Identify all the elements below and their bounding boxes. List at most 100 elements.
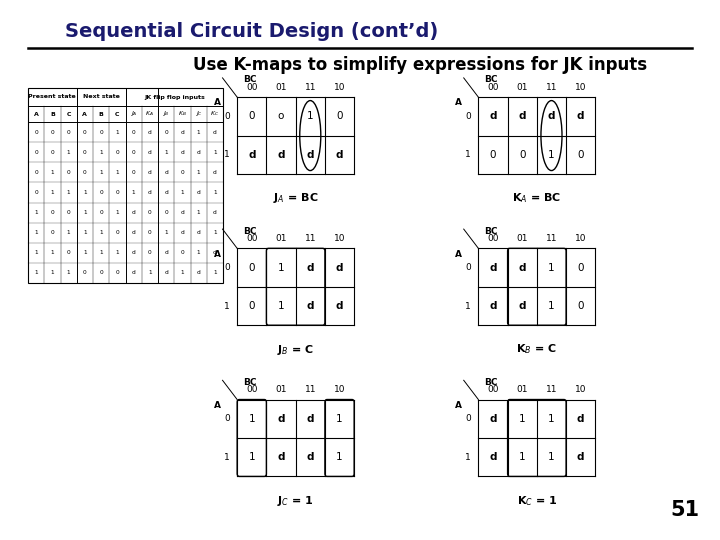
Text: Present state: Present state [29, 94, 76, 99]
Text: $\mathbf{K}_{A}$ = BC: $\mathbf{K}_{A}$ = BC [512, 191, 562, 205]
Text: 1: 1 [99, 170, 103, 175]
Text: $\mathbf{K}_{B}$ = C: $\mathbf{K}_{B}$ = C [516, 342, 557, 356]
Text: 1: 1 [181, 190, 184, 195]
Text: 10: 10 [575, 234, 587, 243]
Text: $K_A$: $K_A$ [145, 110, 154, 118]
Text: BC: BC [243, 226, 256, 235]
Text: 0: 0 [164, 130, 168, 134]
Text: d: d [577, 111, 585, 122]
Text: 1: 1 [197, 130, 200, 134]
Text: 0: 0 [115, 190, 120, 195]
Text: 0: 0 [67, 130, 71, 134]
Text: d: d [336, 150, 343, 160]
Text: 01: 01 [516, 83, 528, 92]
Text: Use K-maps to simplify expressions for JK inputs: Use K-maps to simplify expressions for J… [193, 56, 647, 74]
Text: d: d [132, 210, 135, 215]
Text: 00: 00 [487, 386, 499, 394]
Text: 01: 01 [275, 234, 287, 243]
Text: A: A [34, 111, 39, 117]
Text: 0: 0 [248, 111, 255, 122]
Text: 1: 1 [307, 111, 314, 122]
Text: 0: 0 [148, 251, 152, 255]
Text: 0: 0 [148, 210, 152, 215]
Text: 1: 1 [116, 130, 120, 134]
Text: 0: 0 [83, 271, 86, 275]
Text: 1: 1 [213, 230, 217, 235]
Text: 0: 0 [181, 170, 184, 175]
Text: d: d [213, 210, 217, 215]
Text: 0: 0 [519, 150, 526, 160]
Text: 0: 0 [50, 230, 54, 235]
Text: d: d [577, 452, 585, 462]
Text: d: d [489, 301, 497, 311]
Text: 1: 1 [548, 262, 555, 273]
Text: 10: 10 [334, 234, 346, 243]
Text: 11: 11 [305, 83, 316, 92]
Text: 0: 0 [35, 170, 38, 175]
Text: 1: 1 [116, 170, 120, 175]
Text: 0: 0 [99, 210, 103, 215]
Text: d: d [213, 170, 217, 175]
Text: d: d [489, 452, 497, 462]
Text: 11: 11 [305, 234, 316, 243]
Text: 00: 00 [487, 234, 499, 243]
Text: 0: 0 [132, 150, 135, 154]
Text: 0: 0 [224, 112, 230, 121]
Text: $\mathbf{J}_{B}$ = C: $\mathbf{J}_{B}$ = C [277, 342, 314, 356]
Text: d: d [132, 271, 135, 275]
Text: 1: 1 [465, 301, 471, 310]
Text: 10: 10 [334, 83, 346, 92]
Text: 00: 00 [487, 83, 499, 92]
Text: d: d [489, 262, 497, 273]
Text: 1: 1 [50, 190, 54, 195]
Text: 1: 1 [35, 210, 38, 215]
Text: 0: 0 [99, 190, 103, 195]
Text: 1: 1 [67, 271, 71, 275]
Text: 01: 01 [275, 386, 287, 394]
Text: 1: 1 [99, 150, 103, 154]
Text: d: d [548, 111, 555, 122]
Text: 10: 10 [575, 83, 587, 92]
Text: 0: 0 [50, 150, 54, 154]
Text: d: d [181, 150, 184, 154]
Text: 51: 51 [671, 500, 700, 520]
Text: d: d [181, 130, 184, 134]
Text: d: d [132, 251, 135, 255]
Text: 0: 0 [164, 210, 168, 215]
Text: 1: 1 [197, 210, 200, 215]
Text: 1: 1 [213, 150, 217, 154]
Text: d: d [148, 170, 152, 175]
Text: A: A [214, 98, 221, 107]
Text: 1: 1 [248, 452, 255, 462]
Text: d: d [197, 150, 200, 154]
Text: d: d [518, 262, 526, 273]
Text: 1: 1 [83, 251, 86, 255]
Text: 0: 0 [248, 301, 255, 311]
Text: $\mathbf{K}_{C}$ = 1: $\mathbf{K}_{C}$ = 1 [516, 494, 557, 508]
Text: d: d [577, 414, 585, 424]
Text: BC: BC [485, 75, 498, 84]
Text: BC: BC [243, 75, 256, 84]
Text: 1: 1 [548, 452, 555, 462]
Text: 0: 0 [35, 190, 38, 195]
Text: 01: 01 [516, 234, 528, 243]
Text: 1: 1 [83, 210, 86, 215]
Text: A: A [82, 111, 87, 117]
Text: 1: 1 [50, 271, 54, 275]
Text: d: d [307, 452, 314, 462]
Text: $K_C$: $K_C$ [210, 110, 220, 118]
Text: A: A [455, 249, 462, 259]
Text: C: C [66, 111, 71, 117]
Text: 0: 0 [148, 230, 152, 235]
Text: 0: 0 [465, 112, 471, 121]
Text: d: d [181, 230, 184, 235]
Bar [28, 88, 223, 283]
Text: 1: 1 [197, 170, 200, 175]
Text: Sequential Circuit Design (cont’d): Sequential Circuit Design (cont’d) [66, 22, 438, 41]
Text: 0: 0 [67, 170, 71, 175]
Text: 1: 1 [148, 271, 152, 275]
Text: o: o [278, 111, 284, 122]
Text: 1: 1 [197, 251, 200, 255]
Text: 1: 1 [519, 452, 526, 462]
Text: 1: 1 [35, 271, 38, 275]
